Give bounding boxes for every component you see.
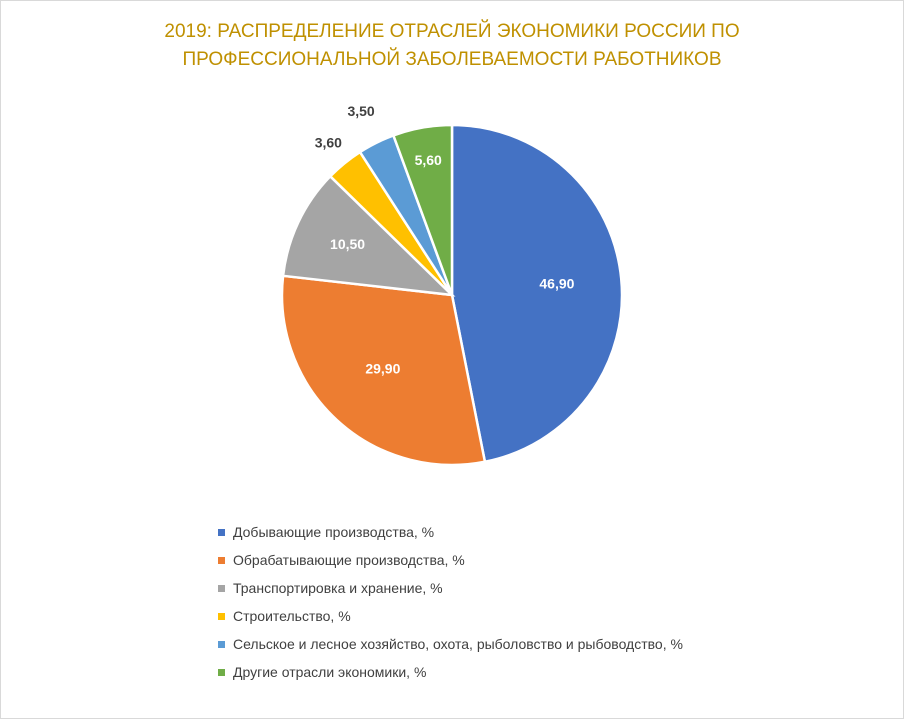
legend-item: Транспортировка и хранение, %	[218, 574, 683, 602]
legend-item: Добывающие производства, %	[218, 518, 683, 546]
legend-swatch	[218, 640, 225, 648]
legend-item: Другие отрасли экономики, %	[218, 658, 683, 686]
chart-legend: Добывающие производства, % Обрабатывающи…	[218, 518, 683, 686]
legend-swatch	[218, 612, 225, 620]
pie-slice	[391, 123, 454, 296]
pie-slice	[450, 123, 624, 464]
data-label: 29,90	[365, 361, 400, 377]
data-label: 3,60	[315, 134, 342, 150]
chart-title-line-2: ПРОФЕССИОНАЛЬНОЙ ЗАБОЛЕВАЕМОСТИ РАБОТНИК…	[182, 49, 722, 70]
legend-label: Строительство, %	[233, 608, 351, 624]
data-label: 46,90	[539, 275, 574, 291]
legend-swatch	[218, 556, 225, 564]
legend-swatch	[218, 528, 225, 536]
legend-label: Транспортировка и хранение, %	[233, 580, 443, 596]
legend-label: Добывающие производства, %	[233, 524, 435, 540]
pie-slice	[280, 274, 487, 467]
chart-title-line-1: 2019: РАСПРЕДЕЛЕНИЕ ОТРАСЛЕЙ ЭКОНОМИКИ Р…	[164, 21, 740, 42]
data-label: 10,50	[330, 236, 365, 252]
legend-swatch	[218, 668, 225, 676]
legend-label: Другие отрасли экономики, %	[233, 664, 427, 680]
data-label: 3,50	[347, 103, 374, 119]
legend-item: Сельское и лесное хозяйство, охота, рыбо…	[218, 630, 683, 658]
chart-title: 2019: РАСПРЕДЕЛЕНИЕ ОТРАСЛЕЙ ЭКОНОМИКИ Р…	[0, 18, 904, 74]
legend-label: Обрабатывающие производства, %	[233, 552, 465, 568]
legend-swatch	[218, 584, 225, 592]
pie-slice	[281, 174, 456, 297]
legend-item: Строительство, %	[218, 602, 683, 630]
legend-item: Обрабатывающие производства, %	[218, 546, 683, 574]
legend-label: Сельское и лесное хозяйство, охота, рыбо…	[233, 636, 683, 652]
data-label: 5,60	[415, 152, 442, 168]
